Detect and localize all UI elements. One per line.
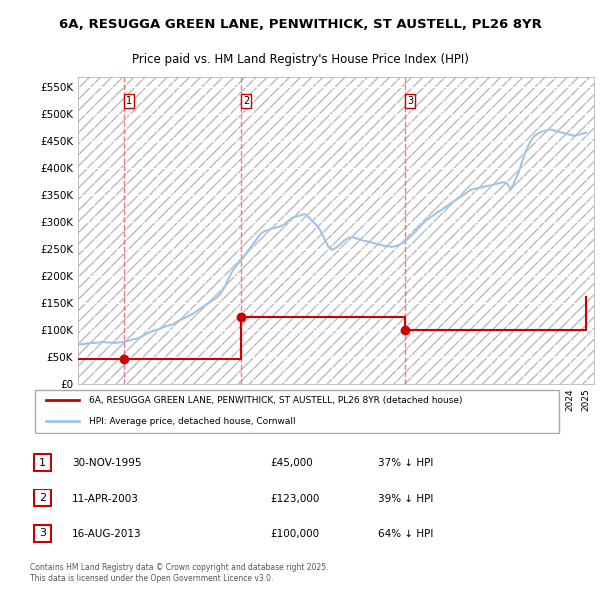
Text: 3: 3 [407, 96, 413, 106]
FancyBboxPatch shape [34, 490, 51, 506]
Text: £100,000: £100,000 [270, 529, 319, 539]
Bar [78, 77, 594, 384]
Text: Contains HM Land Registry data © Crown copyright and database right 2025.
This d: Contains HM Land Registry data © Crown c… [30, 563, 329, 583]
Text: 64% ↓ HPI: 64% ↓ HPI [378, 529, 433, 539]
Text: 2: 2 [39, 493, 46, 503]
Text: 37% ↓ HPI: 37% ↓ HPI [378, 458, 433, 468]
FancyBboxPatch shape [34, 454, 51, 471]
FancyBboxPatch shape [34, 525, 51, 542]
Text: Price paid vs. HM Land Registry's House Price Index (HPI): Price paid vs. HM Land Registry's House … [131, 53, 469, 66]
Text: 30-NOV-1995: 30-NOV-1995 [72, 458, 142, 468]
Text: 11-APR-2003: 11-APR-2003 [72, 494, 139, 503]
FancyBboxPatch shape [35, 391, 559, 433]
Text: 2: 2 [243, 96, 249, 106]
Text: 16-AUG-2013: 16-AUG-2013 [72, 529, 142, 539]
Text: 1: 1 [126, 96, 132, 106]
Text: 1: 1 [39, 458, 46, 467]
Text: £45,000: £45,000 [270, 458, 313, 468]
Text: HPI: Average price, detached house, Cornwall: HPI: Average price, detached house, Corn… [89, 417, 296, 426]
Text: £123,000: £123,000 [270, 494, 319, 503]
Text: 39% ↓ HPI: 39% ↓ HPI [378, 494, 433, 503]
Text: 3: 3 [39, 529, 46, 538]
Text: 6A, RESUGGA GREEN LANE, PENWITHICK, ST AUSTELL, PL26 8YR: 6A, RESUGGA GREEN LANE, PENWITHICK, ST A… [59, 18, 541, 31]
Text: 6A, RESUGGA GREEN LANE, PENWITHICK, ST AUSTELL, PL26 8YR (detached house): 6A, RESUGGA GREEN LANE, PENWITHICK, ST A… [89, 396, 463, 405]
